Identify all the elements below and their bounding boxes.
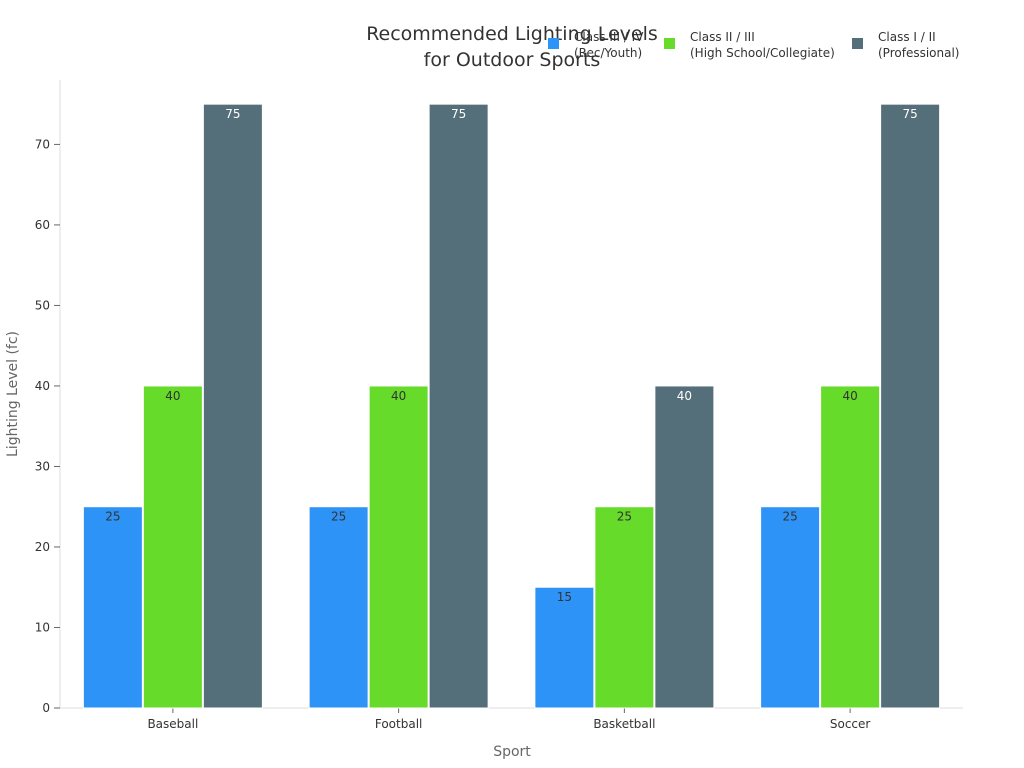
- bar[interactable]: [308, 506, 369, 709]
- bar-value-label: 25: [331, 510, 346, 524]
- bar[interactable]: [820, 385, 881, 709]
- bar[interactable]: [594, 506, 655, 709]
- legend-swatch: [852, 38, 863, 49]
- legend: Class III / IV (Rec/Youth) Class II / III(…: [548, 30, 959, 60]
- x-tick-label: Baseball: [147, 717, 198, 731]
- bar-value-label: 25: [617, 510, 632, 524]
- y-tick-label: 10: [35, 620, 50, 634]
- bar[interactable]: [142, 385, 203, 709]
- legend-label: Class II / III (High School/Collegiate): [690, 30, 835, 60]
- bar-value-label: 75: [225, 107, 240, 121]
- y-tick-label: 60: [35, 218, 50, 232]
- bar-labels: 25 40 75 25 40 75 15 25 40 25 40 75: [105, 107, 918, 604]
- bar-value-label: 25: [105, 510, 120, 524]
- x-tick-label: Soccer: [830, 717, 871, 731]
- bar[interactable]: [760, 506, 821, 709]
- bar-value-label: 15: [557, 590, 572, 604]
- legend-item[interactable]: Class II / III (High School/Collegiate): [664, 30, 835, 60]
- bar[interactable]: [428, 103, 489, 709]
- y-tick-label: 70: [35, 137, 50, 151]
- x-tick-label: Football: [375, 717, 423, 731]
- bar-value-label: 25: [782, 510, 797, 524]
- y-tick-label: 20: [35, 540, 50, 554]
- bar[interactable]: [534, 586, 595, 709]
- bar-value-label: 75: [902, 107, 917, 121]
- chart-title-line-2: for Outdoor Sports: [424, 49, 601, 71]
- legend-item[interactable]: Class III / IV (Rec/Youth): [548, 30, 644, 60]
- y-tick-label: 30: [35, 459, 50, 473]
- x-tick-label: Basketball: [593, 717, 655, 731]
- legend-swatch: [548, 38, 559, 49]
- bar[interactable]: [82, 506, 143, 709]
- bar[interactable]: [654, 385, 715, 709]
- legend-swatch: [664, 38, 675, 49]
- bar-value-label: 40: [391, 389, 406, 403]
- bar[interactable]: [368, 385, 429, 709]
- bar[interactable]: [880, 103, 941, 709]
- legend-item[interactable]: Class I / II (Professional): [852, 30, 959, 60]
- chart-title-line-1: Recommended Lighting Levels: [366, 23, 658, 45]
- bar-value-label: 40: [165, 389, 180, 403]
- bar[interactable]: [202, 103, 263, 709]
- y-axis-title: Lighting Level (fc): [5, 331, 21, 457]
- bars: [82, 103, 941, 709]
- bar-value-label: 40: [677, 389, 692, 403]
- legend-label: Class I / II (Professional): [878, 30, 959, 60]
- bar-value-label: 40: [842, 389, 857, 403]
- y-tick-label: 50: [35, 298, 50, 312]
- y-tick-label: 40: [35, 379, 50, 393]
- legend-label: Class III / IV (Rec/Youth): [574, 30, 644, 60]
- bar-value-label: 75: [451, 107, 466, 121]
- y-tick-label: 0: [42, 701, 50, 715]
- x-axis-title: Sport: [493, 744, 531, 760]
